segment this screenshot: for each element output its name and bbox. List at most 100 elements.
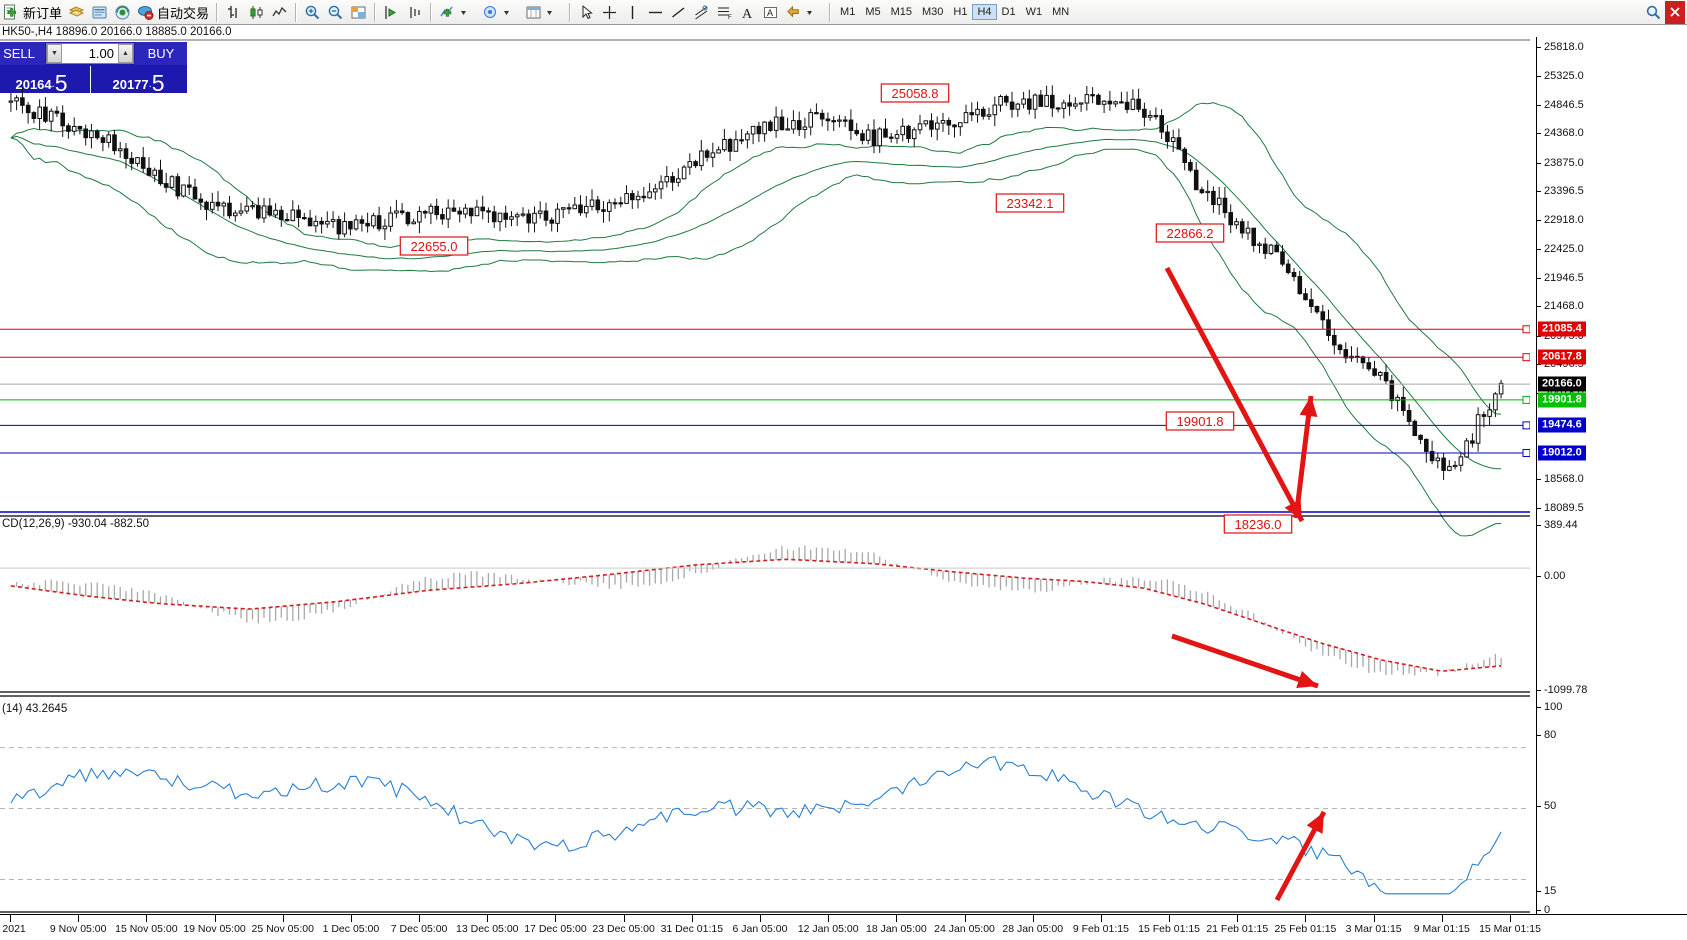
price-tick: 24846.5 [1537,99,1584,111]
zoom-out-button[interactable] [324,1,347,24]
buy-button[interactable]: BUY [135,42,187,65]
toolbar-separator-6 [829,2,832,22]
chart-shift-button[interactable] [403,1,426,24]
horizontal-line-tool-button[interactable] [644,1,667,24]
fibonacci-tool-button[interactable]: F [713,1,736,24]
time-label: 9 Nov 05:00 [49,923,107,935]
timeframe-h4[interactable]: H4 [972,4,997,20]
timeframe-m5[interactable]: M5 [865,6,881,18]
crosshair-tool-button[interactable] [598,1,621,24]
level-badge[interactable]: 19012.0 [1538,445,1586,461]
symbol-ohlc-line: HK50-,H4 18896.0 20166.0 18885.0 20166.0 [2,26,232,38]
text-tool-button[interactable]: A [736,1,759,24]
cursor-icon [578,4,595,21]
timeframe-w1[interactable]: W1 [1025,6,1043,18]
price-scale[interactable]: 25818.0 25325.0 24846.5 24368.0 23875.0 23396… [1536,37,1687,916]
sell-price[interactable]: 20164 . 5 [0,65,90,97]
search-button[interactable] [1642,1,1665,24]
chart-canvas[interactable]: 25058.8 23342.1 22866.2 22655.0 19901.8 18236… [0,37,1530,914]
arrows-tool-button[interactable] [782,1,825,24]
vertical-line-tool-button[interactable] [621,1,644,24]
price-annotation[interactable]: 19901.8 [1165,411,1235,431]
chevron-down-icon[interactable] [459,4,476,21]
level-badge[interactable]: 19474.6 [1538,417,1586,433]
volume-dropdown-icon[interactable]: ▼ [47,44,62,63]
templates-icon [68,4,85,21]
level-badge[interactable]: 21085.4 [1538,321,1586,337]
navigator-icon [114,4,131,21]
price-chart-svg: 25058.8 23342.1 22866.2 22655.0 19901.8 18236… [0,39,1530,913]
price-annotation[interactable]: 23342.1 [995,193,1065,213]
svg-text:22655.0: 22655.0 [411,239,458,254]
level-badge[interactable]: 19901.8 [1538,392,1586,408]
volume-input[interactable]: ▼ 1.00 ▲ [46,43,134,64]
timeframe-m15[interactable]: M15 [890,6,912,18]
rsi-tick: 80 [1537,729,1556,741]
periods-icon [525,4,542,21]
time-tick [1510,915,1511,922]
channel-tool-button[interactable] [690,1,713,24]
fibonacci-icon: F [716,4,733,21]
timeframe-m30[interactable]: M30 [922,6,944,18]
market-watch-button[interactable] [88,1,111,24]
zoom-in-icon [304,4,321,21]
cursor-tool-button[interactable] [575,1,598,24]
bar-chart-button[interactable] [222,1,245,24]
chevron-down-icon[interactable] [502,4,519,21]
buy-price[interactable]: 20177 . 5 [90,65,187,95]
time-label: 3 Mar 01:15 [1345,923,1402,935]
time-tick [214,915,216,922]
navigator-button[interactable] [111,1,134,24]
objects-button[interactable] [479,1,522,24]
sell-button[interactable]: SELL [0,42,45,65]
chevron-down-icon[interactable] [545,4,562,21]
macd-down-arrow[interactable] [1171,633,1319,689]
indicators-button[interactable] [436,1,479,24]
level-badge[interactable]: 20166.0 [1538,376,1586,392]
time-tick [760,915,761,922]
bollinger-band-lower [10,137,1502,537]
time-label: 12 Jan 05:00 [797,923,859,935]
time-label: 24 Jan 05:00 [934,923,995,935]
price-up-arrow[interactable] [1293,395,1318,519]
buy-price-int: 20177 [112,77,149,92]
new-order-button[interactable]: 新订单 [0,1,65,24]
market-watch-icon [91,4,108,21]
grid-view-button[interactable] [347,1,370,24]
price-annotation[interactable]: 18236.0 [1223,514,1293,534]
chevron-down-icon[interactable] [805,4,822,21]
level-badge[interactable]: 20617.8 [1538,349,1586,365]
templates-button[interactable] [65,1,88,24]
time-tick [78,915,80,922]
line-chart-button[interactable] [268,1,291,24]
timeframe-h1[interactable]: H1 [953,6,968,18]
timeframe-d1[interactable]: D1 [1001,6,1016,18]
indicators-icon [439,4,456,21]
trendline-tool-button[interactable] [667,1,690,24]
price-annotation[interactable]: 22655.0 [399,236,469,256]
price-tick: 22918.0 [1537,214,1584,226]
candlestick-chart-button[interactable] [245,1,268,24]
price-annotation[interactable]: 25058.8 [880,83,950,103]
auto-scroll-button[interactable] [380,1,403,24]
zoom-in-button[interactable] [301,1,324,24]
timeframe-m1[interactable]: M1 [840,6,856,18]
periods-button[interactable] [522,1,565,24]
close-button[interactable] [1665,0,1685,24]
volume-stepper-icon[interactable]: ▲ [118,44,133,63]
time-label: 1 Dec 05:00 [322,923,380,935]
one-click-prices: 20164 . 5 20177 . 5 [0,65,187,97]
price-down-arrow[interactable] [1164,266,1305,523]
timeframe-mn[interactable]: MN [1052,6,1070,18]
label-tool-button[interactable]: A [759,1,782,24]
sell-price-frac: 5 [54,70,68,97]
time-label: 31 Dec 01:15 [660,923,724,935]
time-label: 19 Nov 05:00 [183,923,246,935]
close-icon [1668,5,1682,19]
price-annotation[interactable]: 22866.2 [1155,223,1225,243]
price-divider [90,66,91,95]
one-click-top-row: SELL ▼ 1.00 ▲ BUY [0,42,187,65]
rsi-up-arrow[interactable] [1274,810,1327,902]
time-label: 6 Jan 05:00 [732,923,788,935]
autotrade-button[interactable]: 自动交易 [134,1,212,24]
